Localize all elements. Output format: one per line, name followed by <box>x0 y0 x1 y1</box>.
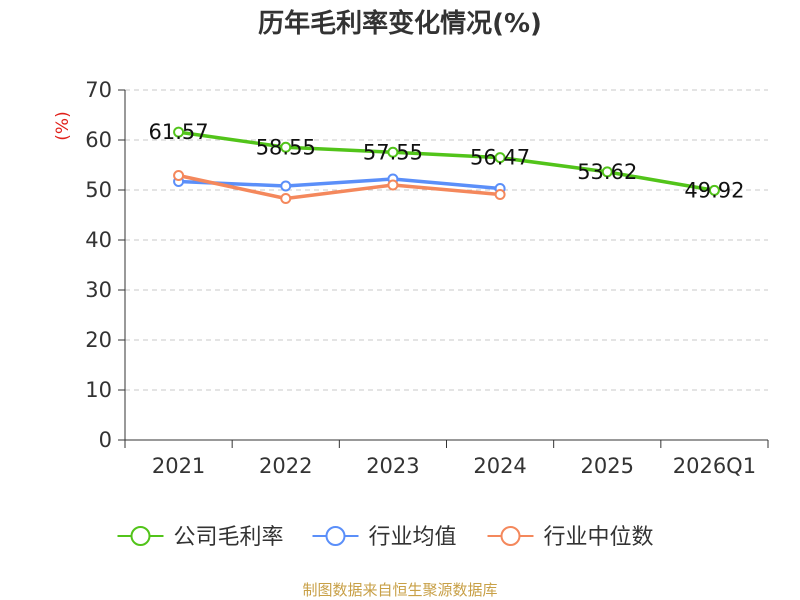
y-tick-label: 40 <box>85 228 112 252</box>
data-point[interactable] <box>173 126 185 138</box>
data-label: 61.57 <box>149 120 209 144</box>
x-tick-label: 2026Q1 <box>673 454 756 478</box>
grid <box>125 89 768 391</box>
y-tick-label: 0 <box>99 428 112 452</box>
x-tick-label: 2021 <box>152 454 205 478</box>
data-point[interactable] <box>173 170 185 181</box>
chart-title: 历年毛利率变化情况(%) <box>258 8 542 39</box>
data-labels: 61.57 58.55 57.55 56.47 53.62 49.92 <box>149 120 745 202</box>
x-tick-label: 2025 <box>581 454 634 478</box>
data-point[interactable] <box>280 180 292 192</box>
legend-marker-icon <box>500 526 521 546</box>
data-point[interactable] <box>280 141 292 153</box>
data-point[interactable] <box>387 179 399 191</box>
legend-marker-icon <box>130 526 151 546</box>
data-point[interactable] <box>708 184 720 196</box>
legend-label: 行业中位数 <box>544 525 654 550</box>
data-point[interactable] <box>494 189 506 200</box>
legend-marker-icon <box>325 526 346 546</box>
data-point[interactable] <box>387 146 399 158</box>
y-tick-label: 30 <box>85 278 112 302</box>
y-tick-label: 70 <box>85 78 112 102</box>
y-tick-label: 10 <box>85 378 112 402</box>
y-tick-label: 20 <box>85 328 112 352</box>
series-layer <box>173 126 720 204</box>
y-axis-label: (%) <box>53 111 73 140</box>
data-label: 58.55 <box>256 135 316 159</box>
x-tick-label: 2022 <box>259 454 312 478</box>
series-line-2 <box>176 173 502 201</box>
data-label: 49.92 <box>684 178 744 202</box>
y-tick-label: 60 <box>85 128 112 152</box>
data-label: 57.55 <box>363 140 423 164</box>
x-tick-label: 2023 <box>366 454 419 478</box>
source-note: 制图数据来自恒生聚源数据库 <box>302 581 497 599</box>
data-label: 53.62 <box>577 160 637 184</box>
legend[interactable]: 公司毛利率 行业均值 行业中位数 <box>117 525 654 550</box>
series-line-1 <box>176 177 502 191</box>
data-point[interactable] <box>494 152 506 164</box>
legend-item-0[interactable]: 公司毛利率 <box>117 525 284 550</box>
legend-label: 公司毛利率 <box>174 525 284 550</box>
x-tick-label: 2024 <box>473 454 526 478</box>
series-line-0 <box>176 130 717 193</box>
axes <box>124 90 768 441</box>
y-ticks: 0 10 20 30 40 50 60 70 <box>85 78 125 452</box>
data-point[interactable] <box>280 193 292 204</box>
y-tick-label: 50 <box>85 178 112 202</box>
data-point[interactable] <box>601 166 613 178</box>
x-ticks: 2021 2022 2023 2024 2025 2026Q1 <box>124 440 769 478</box>
legend-label: 行业均值 <box>369 525 457 550</box>
legend-item-2[interactable]: 行业中位数 <box>487 525 654 550</box>
data-label: 56.47 <box>470 146 530 170</box>
legend-item-1[interactable]: 行业均值 <box>312 525 457 550</box>
